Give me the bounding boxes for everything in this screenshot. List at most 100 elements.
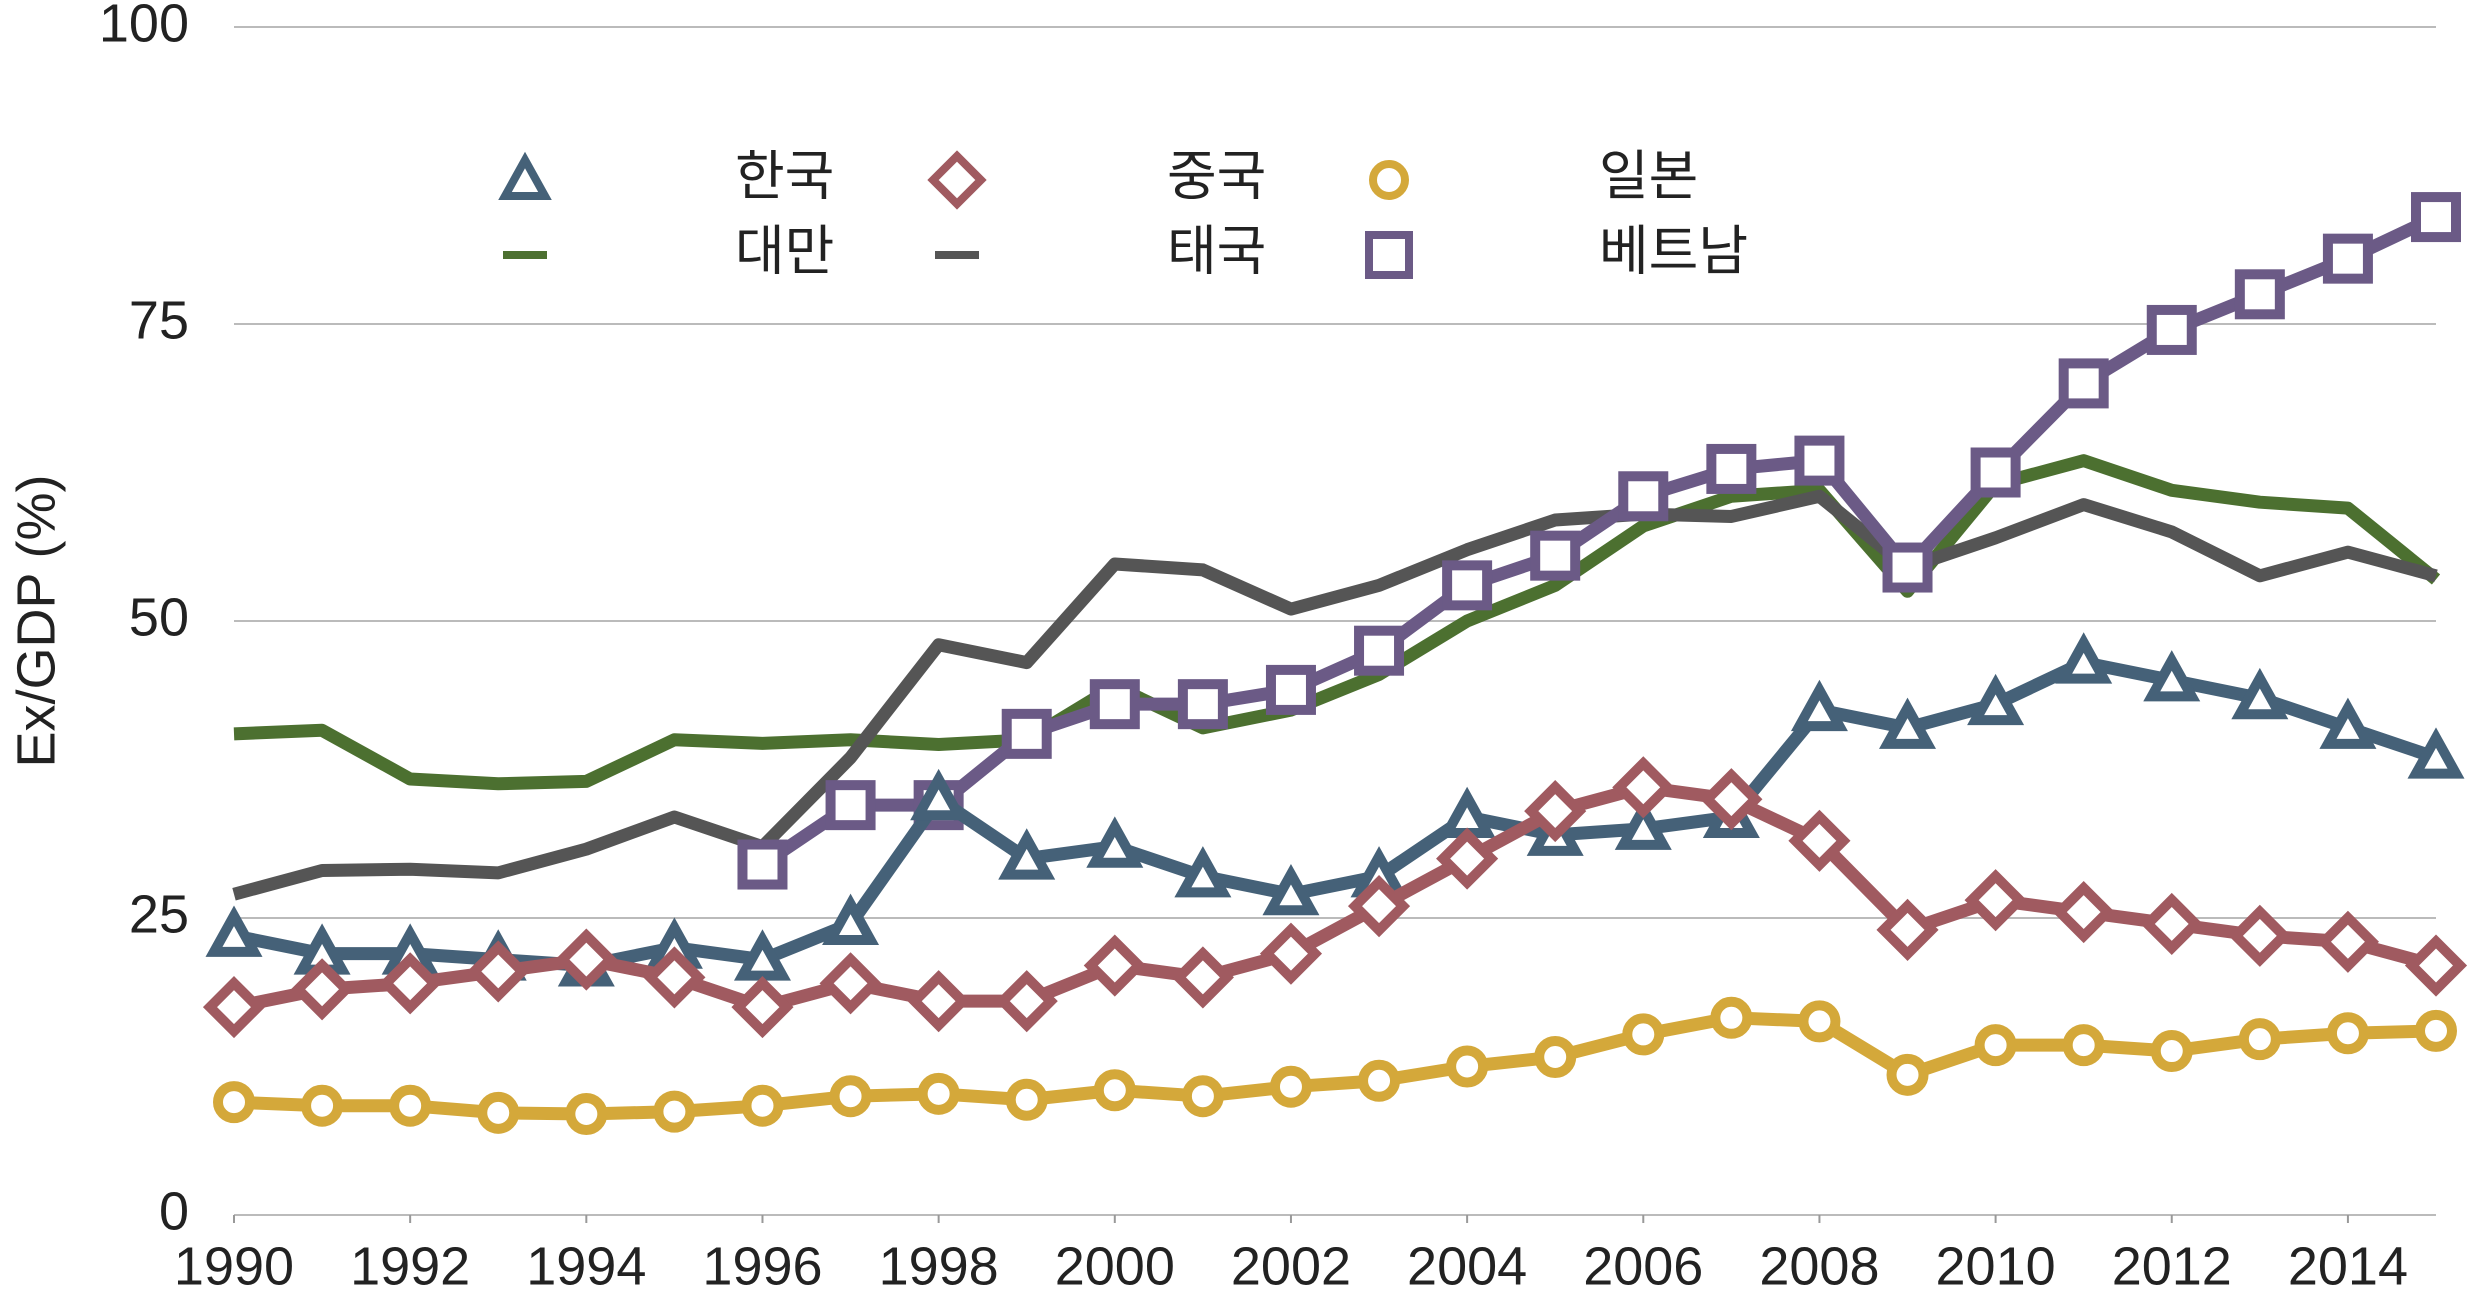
marker (1967, 673, 2025, 726)
x-tick-label: 1992 (350, 1236, 470, 1291)
x-tick-label: 2002 (1231, 1236, 1351, 1291)
marker (995, 970, 1058, 1033)
marker (2231, 667, 2289, 720)
marker (1001, 708, 1052, 759)
marker (1876, 898, 1939, 961)
marker (907, 970, 970, 1033)
marker (1530, 530, 1581, 581)
marker (1086, 816, 1144, 868)
x-tick-label: 2012 (2112, 1236, 2232, 1291)
marker (1436, 827, 1499, 890)
marker (1177, 679, 1228, 730)
x-tick-label: 2014 (2288, 1236, 2408, 1291)
legend-label: 일본 (1599, 146, 1698, 206)
marker (1612, 756, 1675, 819)
marker (213, 1081, 255, 1124)
marker (1083, 934, 1146, 997)
marker (2052, 880, 2115, 944)
legend-label: 태국 (1167, 221, 1266, 281)
x-tick-label: 1998 (879, 1236, 999, 1291)
marker (202, 976, 266, 1039)
marker (2407, 727, 2465, 779)
marker (1259, 922, 1323, 985)
marker (389, 1084, 432, 1127)
legend-label: 한국 (735, 146, 834, 206)
marker (1093, 1069, 1136, 1112)
y-tick-label: 50 (129, 587, 189, 647)
marker (1442, 560, 1493, 611)
marker (2058, 358, 2109, 409)
marker (1354, 625, 1405, 676)
marker (1446, 1045, 1489, 1088)
marker (1886, 1053, 1929, 1096)
marker (1174, 846, 1232, 898)
marker (2228, 904, 2291, 967)
marker (1706, 443, 1757, 494)
marker (2411, 192, 2461, 243)
marker (2415, 1009, 2457, 1052)
marker (1798, 1000, 1841, 1043)
marker (1618, 471, 1669, 522)
legend-swatch (1369, 160, 1409, 200)
marker (1347, 875, 1411, 938)
marker (205, 905, 263, 957)
marker (1524, 780, 1587, 843)
legend-swatch (927, 150, 987, 210)
series-line (233, 454, 2441, 791)
x-tick-label: 2006 (1583, 1236, 1703, 1291)
marker (1790, 679, 1848, 732)
x-tick-label: 2010 (1936, 1236, 2056, 1291)
marker (1171, 946, 1234, 1009)
y-tick-label: 0 (159, 1181, 189, 1241)
marker (2143, 650, 2201, 702)
x-tick-label: 2004 (1407, 1236, 1527, 1291)
x-tick-label: 1990 (174, 1236, 294, 1291)
marker (737, 839, 788, 890)
marker (917, 1072, 960, 1115)
x-tick-label: 2000 (1055, 1236, 1175, 1291)
marker (1089, 679, 1140, 730)
marker (2238, 1018, 2281, 1061)
series-line (232, 489, 2438, 901)
marker (2150, 1030, 2193, 1073)
y-axis-label: Ex/GDP (%) (6, 474, 66, 767)
marker (1265, 664, 1316, 715)
series-line (233, 1011, 2437, 1121)
legend-label: 중국 (1167, 146, 1266, 206)
marker (733, 929, 791, 981)
marker (910, 768, 968, 821)
marker (2404, 934, 2468, 997)
marker (1614, 798, 1672, 850)
y-tick-label: 75 (129, 290, 189, 350)
marker (653, 1090, 696, 1133)
marker (2146, 304, 2197, 355)
legend-swatch (1365, 231, 1413, 279)
marker (643, 946, 706, 1009)
legend-label: 베트남 (1599, 221, 1748, 281)
marker (1882, 542, 1933, 593)
marker (1700, 768, 1763, 831)
x-tick-label: 2008 (1759, 1236, 1879, 1291)
marker (1974, 1024, 2017, 1067)
marker (2055, 632, 2113, 684)
marker (477, 1091, 520, 1134)
marker (1879, 697, 1937, 749)
marker (1005, 1078, 1048, 1121)
marker (1794, 435, 1845, 486)
marker (291, 958, 354, 1021)
marker (1358, 1059, 1401, 1102)
marker (825, 780, 876, 831)
marker (1181, 1075, 1224, 1118)
marker (1970, 447, 2021, 498)
marker (998, 828, 1056, 880)
marker (1788, 809, 1851, 872)
marker (2322, 233, 2373, 284)
marker (565, 1093, 608, 1136)
marker (2326, 1012, 2369, 1055)
legend-swatch (498, 151, 552, 200)
marker (2316, 910, 2379, 973)
marker (555, 928, 618, 991)
marker (822, 893, 880, 945)
legend-label: 대만 (735, 221, 834, 281)
